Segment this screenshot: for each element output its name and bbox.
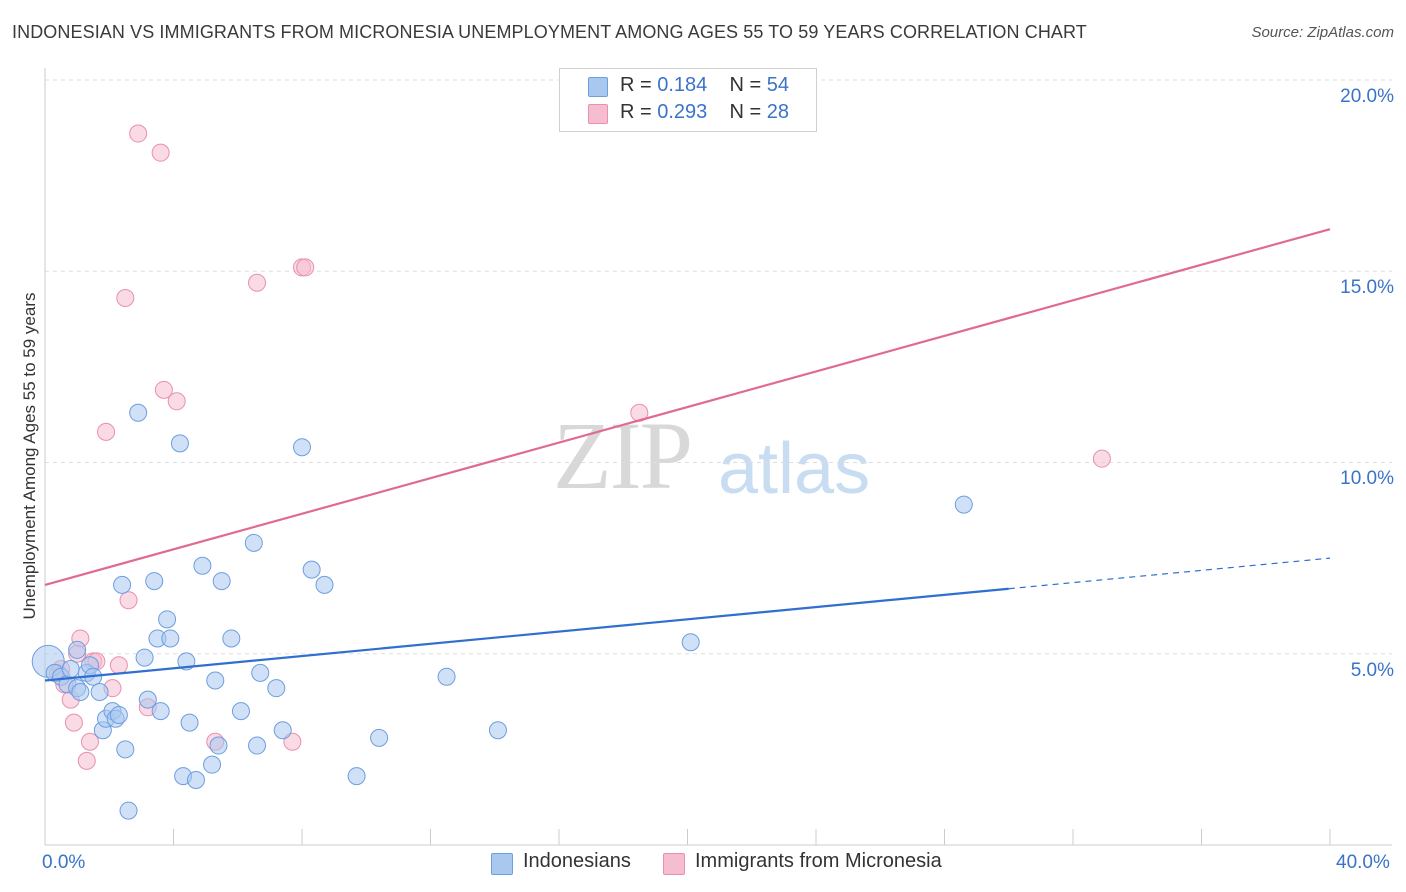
micronesia-point — [1092, 449, 1111, 468]
indonesians-point — [161, 629, 180, 648]
correlation-legend: R = 0.184 N = 54 R = 0.293 N = 28 — [559, 68, 817, 132]
indonesians-point — [222, 629, 241, 648]
legend-n-label: N = — [729, 74, 762, 96]
legend-swatch-blue — [588, 77, 608, 97]
indonesians-point — [158, 610, 177, 629]
indonesians-point — [206, 671, 225, 690]
series-micronesia-points — [48, 124, 1111, 770]
grid — [45, 79, 1392, 655]
indonesians-point — [109, 705, 128, 724]
legend-r-value: 0.293 — [657, 101, 708, 123]
y-tick-label-20: 20.0% — [1340, 86, 1394, 107]
indonesians-point — [212, 572, 231, 591]
indonesians-point — [315, 575, 334, 594]
bottom-legend-swatch-pink — [663, 853, 685, 875]
watermark-zip: ZIP — [553, 402, 693, 509]
indonesians-point — [347, 767, 366, 786]
indonesians-point — [180, 713, 199, 732]
micronesia-point — [109, 656, 128, 675]
indonesians-point — [244, 533, 263, 552]
indonesians-point — [193, 556, 212, 575]
indonesians-point — [151, 702, 170, 721]
micronesia-point — [167, 392, 186, 411]
trend-line-indonesians-extension — [1008, 557, 1331, 590]
indonesians-point — [90, 683, 109, 701]
legend-r-label: R = — [620, 101, 652, 123]
indonesians-point — [145, 572, 164, 591]
indonesians-point — [370, 728, 389, 747]
indonesians-point — [293, 438, 311, 457]
indonesians-point — [119, 801, 138, 820]
micronesia-point — [154, 380, 173, 399]
y-axis-label: Unemployment Among Ages 55 to 59 years — [20, 292, 39, 620]
micronesia-point — [116, 289, 135, 308]
indonesians-point — [437, 667, 456, 686]
bottom-legend-label: Indonesians — [523, 850, 631, 872]
source-label: Source: ZipAtlas.com — [1251, 24, 1394, 41]
indonesians-point — [138, 690, 157, 709]
indonesians-point — [113, 575, 132, 594]
indonesians-point — [251, 663, 270, 682]
indonesians-point — [116, 740, 135, 759]
indonesians-point — [203, 755, 222, 774]
bottom-legend-swatch-blue — [491, 853, 513, 875]
legend-swatch-pink — [588, 104, 608, 124]
legend-n-label: N = — [729, 101, 762, 123]
watermark-atlas: atlas — [718, 429, 871, 509]
legend-r-value: 0.184 — [657, 74, 708, 96]
micronesia-point — [77, 751, 96, 770]
trend-line-micronesia — [44, 228, 1331, 586]
legend-r-label: R = — [620, 74, 652, 96]
indonesians-point — [129, 403, 148, 422]
micronesia-point — [296, 258, 315, 277]
indonesians-point — [71, 683, 90, 701]
micronesia-point — [64, 713, 83, 732]
legend-n-value: 54 — [766, 74, 790, 96]
indonesians-point — [186, 770, 205, 789]
legend-n-value: 28 — [766, 101, 790, 123]
y-tick-label-10: 10.0% — [1340, 468, 1394, 489]
indonesians-point — [68, 640, 87, 659]
indonesians-point — [954, 495, 973, 514]
micronesia-point — [129, 124, 148, 143]
indonesians-point — [209, 736, 228, 755]
indonesians-point — [681, 633, 700, 652]
trend-line-indonesians — [44, 587, 1009, 682]
x-tick-label-min: 0.0% — [42, 852, 86, 873]
chart-title: INDONESIAN VS IMMIGRANTS FROM MICRONESIA… — [12, 22, 1087, 42]
indonesians-point — [231, 702, 250, 721]
indonesians-point — [267, 679, 286, 698]
y-tick-label-15: 15.0% — [1340, 277, 1394, 298]
micronesia-point — [151, 143, 170, 162]
axes — [44, 68, 1392, 846]
indonesians-point — [135, 648, 154, 667]
indonesians-point — [61, 660, 80, 679]
indonesians-point — [170, 434, 189, 453]
series-indonesians-points — [31, 403, 973, 820]
indonesians-point — [273, 721, 292, 740]
micronesia-point — [119, 591, 138, 610]
x-tick-label-max: 40.0% — [1336, 852, 1390, 873]
indonesians-point — [248, 736, 267, 755]
y-tick-label-5: 5.0% — [1350, 660, 1394, 681]
micronesia-point — [283, 732, 302, 751]
micronesia-point — [97, 422, 116, 441]
bottom-legend-label: Immigrants from Micronesia — [695, 850, 942, 872]
micronesia-point — [248, 273, 267, 292]
indonesians-point — [488, 721, 507, 740]
indonesians-point — [302, 560, 321, 579]
micronesia-point — [80, 732, 99, 751]
trend-lines — [44, 228, 1331, 682]
